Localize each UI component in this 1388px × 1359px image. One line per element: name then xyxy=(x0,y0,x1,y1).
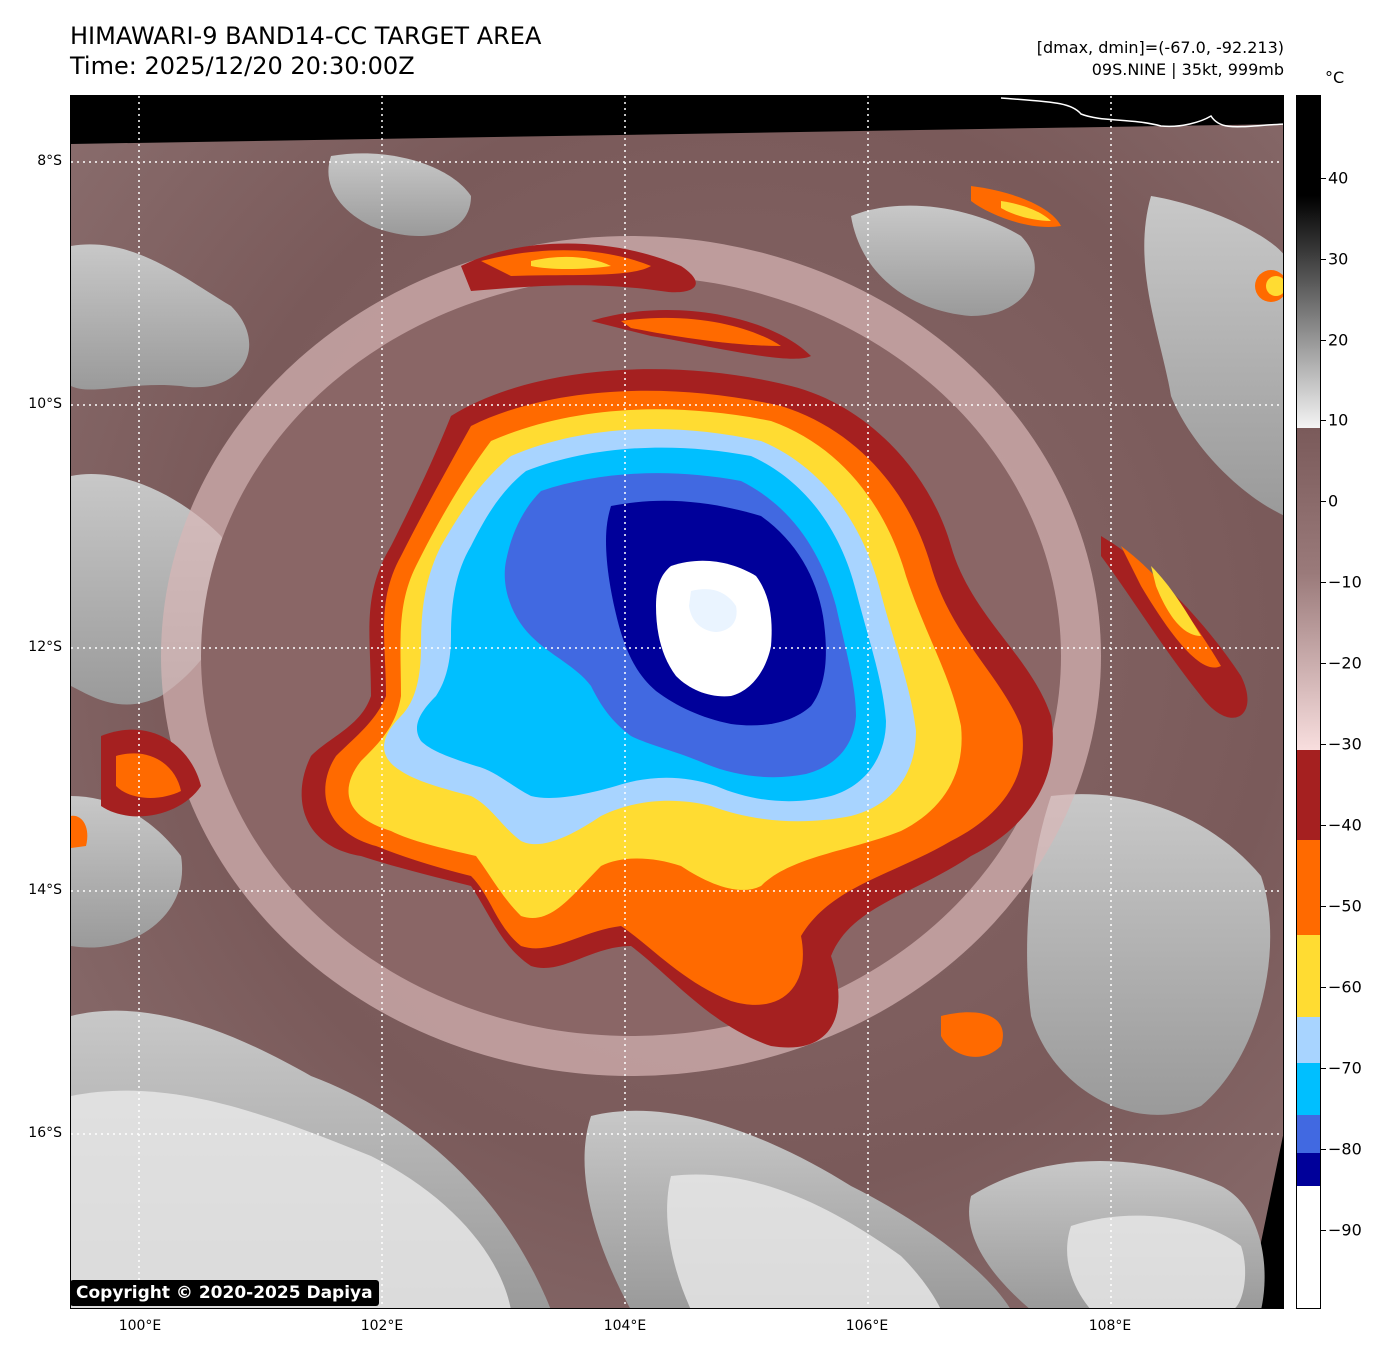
lat-label-10s: 10°S xyxy=(28,396,62,412)
colorbar-label-m50: −50 xyxy=(1328,896,1362,916)
colorbar-label-m70: −70 xyxy=(1328,1058,1362,1078)
colorbar-label-m60: −60 xyxy=(1328,977,1362,997)
graticule xyxy=(71,96,1283,1308)
colorbar-label-m40: −40 xyxy=(1328,815,1362,835)
outer-rain-bands xyxy=(71,186,1283,1057)
no-data-top xyxy=(71,96,1283,144)
lon-label-100e: 100°E xyxy=(118,1318,162,1334)
dmax-dmin-readout: [dmax, dmin]=(-67.0, -92.213) xyxy=(1036,38,1284,57)
satellite-map xyxy=(70,95,1284,1309)
infrared-imagery xyxy=(71,96,1283,1308)
colorbar-unit: °C xyxy=(1325,68,1345,87)
colorbar-label-20: 20 xyxy=(1328,330,1349,350)
copyright-badge: Copyright © 2020-2025 Dapiya xyxy=(70,1280,379,1306)
colorbar-label-40: 40 xyxy=(1328,168,1349,188)
lon-label-102e: 102°E xyxy=(360,1318,404,1334)
lat-label-14s: 14°S xyxy=(28,882,62,898)
lat-label-8s: 8°S xyxy=(37,153,62,169)
map-time: Time: 2025/12/20 20:30:00Z xyxy=(70,52,415,80)
central-dense-overcast xyxy=(301,369,1053,1048)
storm-info: 09S.NINE | 35kt, 999mb xyxy=(1091,60,1284,79)
colorbar-label-m80: −80 xyxy=(1328,1139,1362,1159)
colorbar-label-m90: −90 xyxy=(1328,1220,1362,1240)
colorbar-scale xyxy=(1297,96,1320,1308)
colorbar-label-m10: −10 xyxy=(1328,572,1362,592)
colorbar-label-m20: −20 xyxy=(1328,653,1362,673)
colorbar-label-0: 0 xyxy=(1328,491,1339,511)
colorbar-label-30: 30 xyxy=(1328,249,1349,269)
lat-label-12s: 12°S xyxy=(28,639,62,655)
lon-label-106e: 106°E xyxy=(845,1318,889,1334)
bright-low-clouds xyxy=(71,1090,1246,1308)
lat-label-16s: 16°S xyxy=(28,1125,62,1141)
coastline xyxy=(1000,97,1283,128)
lon-label-104e: 104°E xyxy=(603,1318,647,1334)
lon-label-108e: 108°E xyxy=(1088,1318,1132,1334)
colorbar-label-10: 10 xyxy=(1328,410,1349,430)
colorbar xyxy=(1296,95,1321,1309)
colorbar-label-m30: −30 xyxy=(1328,734,1362,754)
map-title: HIMAWARI-9 BAND14-CC TARGET AREA xyxy=(70,22,542,50)
